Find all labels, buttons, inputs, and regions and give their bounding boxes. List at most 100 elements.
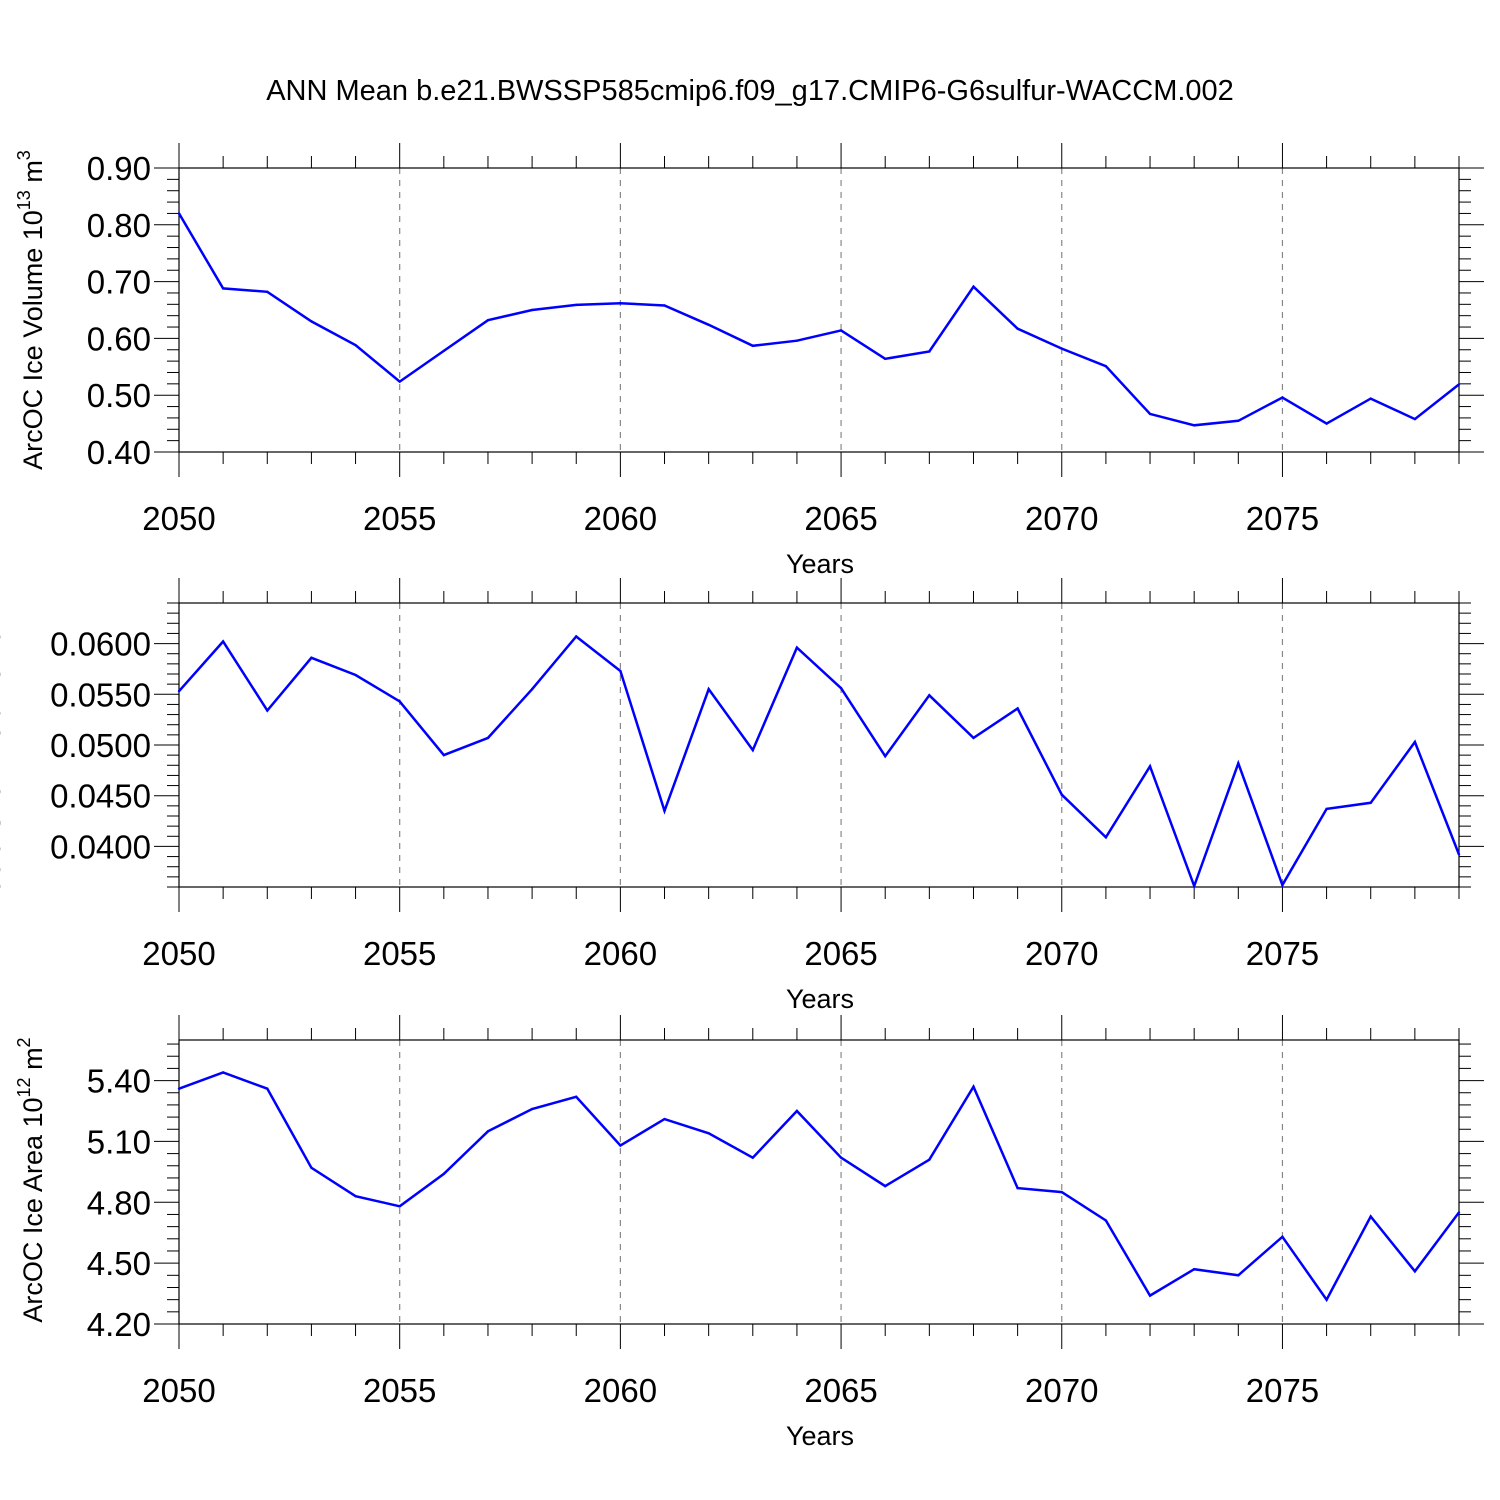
data-point	[221, 1071, 225, 1074]
x-tick-label: 2055	[363, 1372, 436, 1409]
x-tick-label: 2075	[1246, 500, 1319, 537]
data-point	[751, 748, 754, 752]
series-line-ice-area	[178, 1071, 1461, 1303]
y-tick-label: 4.50	[87, 1245, 151, 1282]
data-point	[221, 287, 225, 290]
data-point	[1369, 1215, 1372, 1218]
plot-frame	[178, 167, 1460, 453]
y-axis-label-text: ArcOC Ice Volume 10	[18, 210, 48, 470]
data-point	[177, 212, 181, 215]
data-point	[1325, 1298, 1328, 1301]
data-point	[1104, 1219, 1108, 1222]
data-point	[928, 694, 931, 697]
data-point	[1325, 807, 1328, 811]
y-tick-label: 4.80	[87, 1184, 151, 1221]
data-point	[398, 1205, 401, 1208]
plot-frame	[178, 1039, 1460, 1325]
data-point	[1192, 1268, 1196, 1271]
data-point	[972, 1085, 975, 1088]
data-point	[1325, 422, 1328, 425]
data-point	[575, 635, 578, 638]
data-point	[619, 1144, 622, 1147]
x-tick-label: 2055	[363, 500, 436, 537]
data-point	[1016, 1186, 1019, 1190]
data-point	[1060, 793, 1063, 796]
x-tick-label: 2070	[1025, 500, 1098, 537]
data-point	[310, 656, 313, 659]
data-point	[442, 349, 446, 353]
y-tick-label: 0.0450	[50, 778, 151, 815]
data-point	[1413, 740, 1417, 744]
data-point	[486, 736, 490, 740]
panel-snow-volume: 2050 2055 2060 2065 2070 2075 0.0400 0.0450 0.05…	[0, 578, 1484, 1014]
y-axis-label-unit: m	[18, 1047, 48, 1077]
data-point	[1192, 884, 1196, 888]
x-tick-label: 2055	[363, 935, 436, 972]
y-axis-label-text: ArcOC Snow Volume 10	[0, 629, 6, 920]
data-point	[839, 1156, 843, 1159]
y-axis-label-text: ArcOC Ice Area 10	[18, 1097, 48, 1322]
data-point	[575, 1095, 578, 1099]
data-point	[1237, 762, 1240, 765]
data-point	[1148, 765, 1152, 768]
x-tick-label: 2070	[1025, 1372, 1098, 1409]
data-point	[751, 344, 754, 347]
y-tick-label: 0.60	[87, 320, 151, 357]
data-point	[266, 709, 269, 712]
panel-ice-area: 2050 2055 2060 2065 2070 2075 4.20 4.50 4.80 5.10…	[14, 1015, 1484, 1451]
data-point	[354, 344, 357, 347]
y-tick-label: 0.0400	[50, 828, 151, 865]
data-point	[221, 640, 225, 643]
data-point	[1148, 1294, 1152, 1297]
x-tick-label: 2050	[142, 1372, 215, 1409]
data-point	[1457, 383, 1461, 386]
y-tick-label: 0.0500	[50, 727, 151, 764]
x-tick-label: 2060	[584, 935, 657, 972]
y-tick-label: 5.40	[87, 1063, 151, 1100]
data-point	[530, 688, 534, 691]
y-tick-label: 0.40	[87, 434, 151, 471]
data-point	[354, 1195, 357, 1198]
x-tick-label: 2065	[804, 1372, 877, 1409]
data-point	[354, 673, 357, 677]
data-point	[619, 669, 622, 673]
y-axis-label-unit: m	[18, 160, 48, 190]
data-point	[1016, 327, 1019, 330]
data-point	[1413, 1270, 1417, 1273]
data-point	[177, 1087, 181, 1090]
data-point	[1237, 419, 1240, 422]
y-axis-label-exponent: 13	[14, 190, 34, 210]
data-point	[442, 753, 446, 757]
data-point	[1060, 347, 1063, 350]
panels: 2050 2055 2060 2065 2070 2075 0.40 0.50 0.60 0.70…	[0, 143, 1484, 1451]
y-tick-label: 0.50	[87, 377, 151, 414]
data-point	[266, 290, 269, 294]
y-tick-label: 0.70	[87, 264, 151, 301]
data-point	[1369, 801, 1372, 805]
y-axis-label-unit-exponent: 2	[14, 1037, 34, 1047]
y-tick-label: 5.10	[87, 1123, 151, 1160]
x-tick-label: 2070	[1025, 935, 1098, 972]
data-point	[1192, 424, 1196, 427]
data-point	[1457, 853, 1461, 856]
x-tick-label: 2050	[142, 500, 215, 537]
data-point	[839, 329, 843, 332]
y-tick-label: 0.0600	[50, 626, 151, 663]
data-point	[486, 1130, 490, 1133]
data-point	[1457, 1211, 1461, 1214]
data-point	[1413, 417, 1417, 421]
x-tick-label: 2060	[584, 1372, 657, 1409]
data-point	[839, 687, 843, 690]
data-point	[1016, 707, 1019, 710]
data-point	[663, 1117, 666, 1121]
series-line-ice-volume	[177, 212, 1460, 427]
x-axis-label: Years	[786, 549, 854, 579]
x-tick-label: 2075	[1246, 1372, 1319, 1409]
data-point	[1281, 1235, 1284, 1238]
data-point	[972, 285, 975, 288]
data-point	[928, 1158, 931, 1161]
x-tick-label: 2050	[142, 935, 215, 972]
x-tick-label: 2065	[804, 935, 877, 972]
series-line-snow-volume	[178, 634, 1461, 890]
data-point	[707, 1132, 710, 1135]
